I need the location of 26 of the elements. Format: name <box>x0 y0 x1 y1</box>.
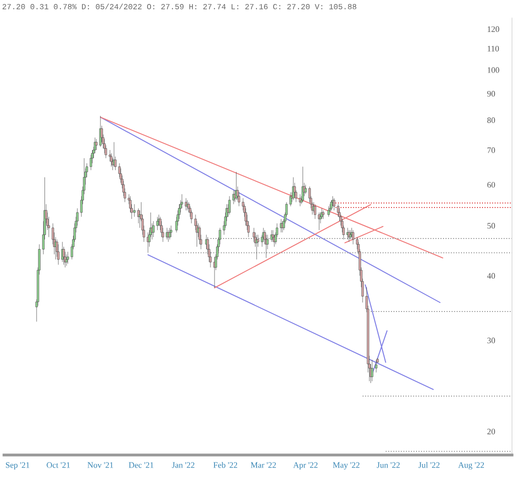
y-tick-label: 30 <box>487 338 496 344</box>
y-tick-label: 40 <box>487 273 496 279</box>
x-tick-label: Sep '21 <box>6 462 30 470</box>
x-tick-label: Feb '22 <box>213 462 238 468</box>
candlestick <box>332 198 336 211</box>
x-tick-label: Aug '22 <box>458 462 484 470</box>
y-tick-label: 50 <box>487 222 496 229</box>
y-tick-label: 70 <box>488 147 496 153</box>
x-tick-label: Jun '22 <box>376 462 400 468</box>
x-tick-label: Jul '22 <box>418 462 440 468</box>
y-tick-label: 100 <box>488 67 500 73</box>
y-tick-label: 90 <box>487 90 496 97</box>
y-tick-label: 80 <box>487 117 496 123</box>
y-tick-label: 120 <box>488 26 500 32</box>
x-tick-label: Nov '21 <box>88 462 114 468</box>
candlestick <box>370 360 374 382</box>
y-tick-label: 110 <box>488 46 499 52</box>
candlestick <box>352 230 354 245</box>
x-tick-label: Oct '21 <box>46 462 70 468</box>
x-tick-label: Apr '22 <box>293 462 318 470</box>
x-tick-label: Mar '22 <box>250 462 276 468</box>
x-tick-label: May '22 <box>332 462 360 470</box>
y-tick-label: 60 <box>487 182 496 188</box>
y-tick-label: 20 <box>487 428 496 434</box>
x-tick-label: Dec '21 <box>128 462 154 468</box>
x-tick-label: Jan '22 <box>172 462 194 468</box>
